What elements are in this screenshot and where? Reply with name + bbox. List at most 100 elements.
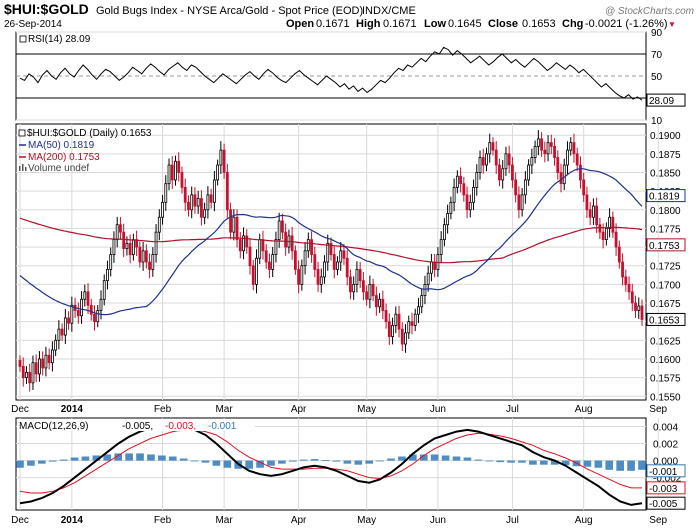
histogram-bar bbox=[496, 460, 504, 463]
candle-body bbox=[404, 332, 407, 345]
date-label: 26-Sep-2014 bbox=[4, 19, 62, 30]
candle-body bbox=[271, 254, 275, 270]
rsi-tick-label: 70 bbox=[651, 50, 663, 61]
candle-body bbox=[99, 298, 103, 311]
macd-x-label: Apr bbox=[291, 515, 307, 526]
candle-body bbox=[400, 328, 404, 345]
down-arrow-icon: ▼ bbox=[668, 20, 676, 29]
histogram-bar bbox=[125, 453, 133, 461]
candle-body bbox=[319, 276, 323, 285]
candle-body bbox=[303, 250, 307, 267]
candle-body bbox=[102, 280, 106, 300]
rsi-value-tag: 28.09 bbox=[649, 96, 674, 107]
candle-body bbox=[595, 205, 599, 226]
histogram-bar bbox=[518, 460, 526, 463]
candle-body bbox=[342, 250, 346, 259]
open-label: Open bbox=[286, 18, 314, 30]
candle-body bbox=[34, 362, 38, 375]
candle-body bbox=[141, 250, 145, 263]
price-tick-label: 0.1850 bbox=[650, 168, 681, 179]
candle-body bbox=[128, 242, 132, 255]
candle-body bbox=[261, 239, 265, 252]
candle-body bbox=[190, 194, 194, 211]
candle-body bbox=[588, 209, 592, 218]
price-tick-label: 0.1550 bbox=[650, 392, 681, 403]
signal-value-tag-box bbox=[646, 481, 686, 495]
price-x-label: Jun bbox=[430, 404, 446, 415]
candle-body bbox=[151, 254, 155, 270]
histogram-bar bbox=[343, 460, 352, 464]
candle-body bbox=[410, 321, 414, 326]
histogram-bar bbox=[354, 460, 363, 465]
macd-x-label: Jun bbox=[430, 515, 446, 526]
histogram-bar bbox=[147, 454, 155, 461]
price-tick-label: 0.1600 bbox=[650, 355, 681, 366]
candle-body bbox=[543, 149, 547, 155]
histogram-bar bbox=[267, 460, 275, 466]
candle-body bbox=[336, 261, 339, 270]
candle-body bbox=[384, 310, 388, 323]
ma200-legend: MA(200) 0.1753 bbox=[28, 152, 100, 163]
rsi-tick-label: 90 bbox=[651, 28, 663, 39]
candle-body bbox=[57, 328, 61, 341]
candle-body bbox=[332, 254, 336, 270]
price-legend: $HUI:$GOLD (Daily) 0.1653 MA(50) 0.1819 … bbox=[18, 128, 152, 174]
histogram-value-tag-box bbox=[646, 464, 686, 478]
candle-body bbox=[621, 261, 624, 278]
candle-body bbox=[417, 306, 420, 315]
candle-body bbox=[131, 239, 135, 255]
close-value-tag: 0.1653 bbox=[649, 315, 680, 326]
candle-body bbox=[365, 291, 369, 300]
candle-body bbox=[83, 291, 87, 300]
candle-body bbox=[89, 304, 93, 315]
candle-body bbox=[507, 153, 511, 166]
candle-body bbox=[527, 164, 531, 181]
histogram-value-tag: -0.001 bbox=[649, 467, 678, 478]
chg-value: -0.0021 (-1.26%) bbox=[585, 18, 668, 30]
candle-body bbox=[498, 164, 501, 181]
macd-tick-label: -0.002 bbox=[653, 474, 682, 485]
histogram-bar bbox=[605, 460, 614, 470]
candle-body bbox=[462, 183, 466, 196]
candle-body bbox=[530, 157, 534, 166]
candle-body bbox=[368, 283, 372, 300]
candle-body bbox=[430, 261, 433, 274]
candle-body bbox=[248, 246, 252, 267]
price-x-label: Apr bbox=[291, 404, 307, 415]
candle-body bbox=[449, 201, 453, 214]
candle-body bbox=[154, 231, 158, 255]
instrument-title: Gold Bugs Index - NYSE Arca/Gold - Spot … bbox=[96, 5, 363, 17]
candle-body bbox=[284, 231, 288, 248]
candle-body bbox=[200, 198, 203, 218]
candle-body bbox=[488, 142, 492, 155]
candle-body bbox=[264, 250, 268, 263]
histogram-bar bbox=[376, 460, 384, 462]
candle-body bbox=[306, 239, 310, 252]
histogram-bar bbox=[474, 459, 483, 461]
exchange-label: INDX/CME bbox=[362, 5, 416, 17]
candle-body bbox=[517, 194, 521, 211]
candle-body bbox=[122, 231, 126, 249]
candle-body bbox=[345, 257, 349, 278]
price-x-label: 2014 bbox=[61, 404, 84, 415]
ma50-value-tag-box bbox=[646, 189, 686, 203]
histogram-bar bbox=[409, 454, 417, 461]
candle-body bbox=[585, 194, 589, 211]
candle-body bbox=[608, 216, 612, 229]
candle-body bbox=[627, 283, 631, 293]
candle-body bbox=[501, 168, 505, 181]
candle-body bbox=[115, 224, 119, 241]
candle-body bbox=[206, 194, 210, 211]
candle-body bbox=[293, 250, 297, 270]
histogram-bar bbox=[288, 460, 297, 462]
macd-x-label: Dec bbox=[11, 515, 29, 526]
candle-body bbox=[232, 216, 236, 233]
candle-body bbox=[177, 160, 181, 173]
histogram-bar bbox=[168, 456, 177, 461]
candle-body bbox=[494, 149, 498, 166]
macd-line bbox=[19, 423, 643, 506]
candle-body bbox=[420, 295, 424, 308]
candle-body bbox=[93, 313, 96, 323]
candle-body bbox=[475, 172, 479, 188]
histogram-bar bbox=[16, 460, 24, 468]
